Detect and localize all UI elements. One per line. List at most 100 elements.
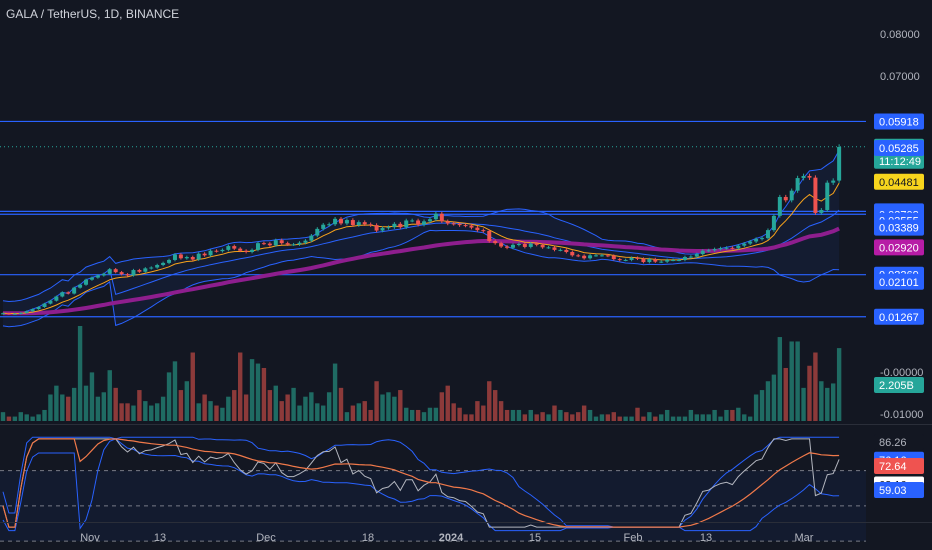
volume-bar	[178, 390, 184, 421]
candle-body	[18, 312, 23, 314]
volume-bar	[184, 381, 190, 421]
x-tick-label: 13	[154, 532, 166, 544]
volume-bar	[66, 396, 71, 421]
volume-bar	[617, 416, 622, 421]
volume-bar	[119, 403, 124, 421]
volume-bar	[30, 416, 35, 421]
candle-body	[546, 247, 551, 249]
candle-body	[730, 247, 735, 249]
candle-body	[706, 250, 711, 252]
candle-body	[238, 248, 243, 251]
volume-bar	[742, 414, 747, 421]
price-label: 0.01267	[879, 312, 919, 324]
candle-body	[327, 224, 332, 226]
volume-bar	[344, 412, 350, 421]
volume-bar	[747, 416, 753, 421]
volume-bar	[813, 352, 818, 421]
candle-body	[789, 190, 794, 201]
candle-body	[344, 220, 349, 224]
candle-body	[534, 243, 539, 245]
candle-body	[101, 273, 106, 276]
candle-body	[12, 313, 17, 315]
candle-body	[380, 228, 385, 231]
volume-bar	[249, 359, 255, 421]
x-tick-label: Feb	[624, 532, 643, 544]
candle-body	[588, 255, 593, 259]
candle-body	[404, 220, 409, 228]
candle-body	[291, 244, 296, 246]
price-label-box	[874, 113, 924, 130]
volume-bar	[350, 405, 356, 421]
candle-body	[368, 224, 373, 226]
volume-bar	[285, 394, 290, 421]
candle-body	[433, 213, 438, 220]
rsi-label-box	[874, 434, 924, 450]
candle-body	[682, 257, 687, 260]
candle-body	[623, 259, 628, 261]
volume-bar	[154, 403, 160, 421]
volume-bar	[552, 405, 557, 421]
volume-bar	[599, 414, 605, 421]
price-label: 0.02920	[879, 242, 919, 254]
candle-body	[315, 228, 320, 236]
volume-bar	[718, 416, 723, 421]
candle-body	[748, 241, 753, 244]
candle-body	[688, 256, 693, 258]
volume-bar	[362, 401, 367, 421]
candle-body	[653, 259, 658, 262]
candle-body	[522, 244, 527, 247]
candle-body	[807, 175, 812, 178]
volume-bar	[409, 409, 415, 421]
volume-bar	[730, 409, 735, 421]
candle-body	[635, 257, 640, 259]
volume-bar	[706, 414, 711, 421]
rsi-bollinger-lower	[2, 438, 840, 532]
candle-body	[540, 244, 545, 248]
volume-bar	[427, 407, 433, 421]
candle-body	[184, 257, 189, 259]
rsi-label-box	[874, 458, 924, 475]
volume-bar	[12, 416, 18, 421]
candle-body	[777, 196, 782, 216]
x-tick-label: 15	[529, 532, 541, 544]
candle-body	[190, 257, 195, 260]
volume-bar	[160, 396, 166, 421]
volume-bar	[647, 412, 652, 421]
candle-body	[250, 249, 255, 252]
volume-bar	[546, 414, 551, 421]
candle-body	[30, 309, 35, 312]
volume-bar	[190, 352, 195, 421]
volume-bar	[540, 412, 545, 421]
candle-body	[72, 287, 77, 294]
volume-bar	[315, 403, 320, 421]
candle-body	[208, 250, 213, 256]
volume-bar	[113, 387, 118, 421]
volume-bar	[131, 405, 136, 421]
volume-bar	[576, 412, 581, 421]
volume-bar	[629, 416, 634, 421]
candle-body	[392, 223, 397, 228]
candle-body	[700, 250, 705, 255]
candle-body	[36, 307, 41, 310]
candle-body	[475, 227, 480, 231]
candle-body	[172, 254, 177, 260]
candle-body	[765, 230, 770, 239]
volume-bar	[238, 352, 243, 421]
candle-body	[321, 224, 326, 229]
volume-bar	[243, 394, 249, 421]
volume-axis-label: -0.01000	[880, 409, 923, 421]
candle-body	[742, 243, 747, 246]
bollinger-lower-line	[2, 229, 840, 328]
volume-bar	[765, 381, 771, 421]
volume-bar	[504, 409, 510, 421]
moving-average-long	[3, 226, 840, 316]
candle-body	[552, 247, 557, 250]
candle-body	[48, 300, 53, 304]
price-label: 0.03389	[879, 223, 919, 235]
x-tick-label: 2024	[439, 532, 464, 544]
candle-body	[149, 267, 154, 269]
candle-body	[760, 238, 765, 240]
volume-bar	[18, 412, 23, 421]
